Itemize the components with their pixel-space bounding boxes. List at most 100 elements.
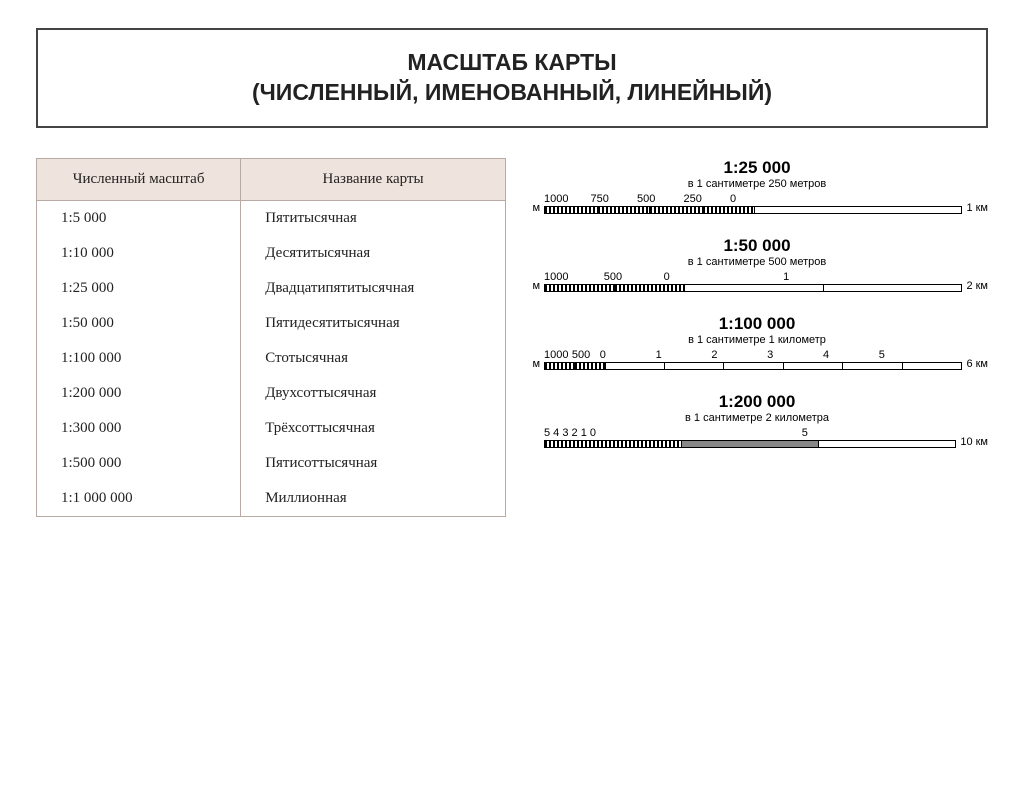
scale-subtitle: в 1 сантиметре 500 метров [526, 256, 988, 268]
unit-right: 6 км [966, 358, 988, 370]
tick-labels: 100050001 [544, 271, 962, 283]
header-col-1: Численный масштаб [37, 158, 241, 200]
scale-title: 1:100 000 [526, 314, 988, 334]
tick-label: 500 [604, 271, 664, 283]
tick-label: 2 [711, 349, 767, 361]
scale-title: 1:200 000 [526, 392, 988, 412]
tick-label: 5 [879, 349, 935, 361]
scale-block: 1:200 000в 1 сантиметре 2 километра 5 4 3… [526, 392, 988, 448]
title: МАСШТАБ КАРТЫ (ЧИСЛЕННЫЙ, ИМЕНОВАННЫЙ, Л… [48, 48, 976, 108]
scale-title: 1:50 000 [526, 236, 988, 256]
linear-scales: 1:25 000в 1 сантиметре 250 метровм100075… [526, 158, 988, 517]
cell-scale: 1:1 000 000 [37, 481, 241, 517]
scale-block: 1:25 000в 1 сантиметре 250 метровм100075… [526, 158, 988, 214]
scale-bar-wrap: м100075050025001 км [526, 193, 988, 214]
table-row: 1:500 000Пятисоттысячная [37, 446, 506, 481]
table-row: 1:200 000Двухсоттысячная [37, 376, 506, 411]
bar-segment [545, 363, 575, 369]
scale-bar-wrap: м1000500012 км [526, 271, 988, 292]
tick-label: 1000 [544, 193, 591, 205]
scale-block: 1:100 000в 1 сантиметре 1 километр м 1000 5… [526, 314, 988, 370]
content-area: Численный масштаб Название карты 1:5 000… [36, 158, 988, 517]
bar-segment [545, 207, 598, 213]
cell-name: Пятитысячная [241, 200, 506, 236]
title-line-2: (ЧИСЛЕННЫЙ, ИМЕНОВАННЫЙ, ЛИНЕЙНЫЙ) [252, 79, 772, 105]
bar-segment [843, 363, 902, 369]
cell-name: Миллионная [241, 481, 506, 517]
bar-segment [784, 363, 843, 369]
tick-label [903, 271, 963, 283]
slide: МАСШТАБ КАРТЫ (ЧИСЛЕННЫЙ, ИМЕНОВАННЫЙ, Л… [0, 28, 1024, 796]
cell-name: Трёхсоттысячная [241, 411, 506, 446]
tick-label: 1000 [544, 271, 604, 283]
bar-segment [755, 207, 961, 213]
bar-segment [606, 363, 665, 369]
tick-label: 250 [684, 193, 731, 205]
cell-name: Стотысячная [241, 341, 506, 376]
bar-segment [545, 441, 682, 447]
cell-scale: 1:500 000 [37, 446, 241, 481]
scale-title: 1:25 000 [526, 158, 988, 178]
cell-name: Двадцатипятитысячная [241, 271, 506, 306]
table-row: 1:50 000Пятидесятитысячная [37, 306, 506, 341]
scale-subtitle: в 1 сантиметре 2 километра [526, 412, 988, 424]
tick-labels: 10007505002500 [544, 193, 962, 205]
tick-labels: 1000500012345 [544, 349, 962, 361]
cell-name: Пятидесятитысячная [241, 306, 506, 341]
tick-label: 1000 [544, 349, 572, 361]
cell-scale: 1:100 000 [37, 341, 241, 376]
tick-label [935, 349, 963, 361]
tick-label: 5 [802, 427, 931, 439]
bar-segment [685, 285, 824, 291]
scale-table-wrap: Численный масштаб Название карты 1:5 000… [36, 158, 506, 517]
scale-subtitle: в 1 сантиметре 1 километр [526, 334, 988, 346]
cell-scale: 1:200 000 [37, 376, 241, 411]
cell-scale: 1:25 000 [37, 271, 241, 306]
scale-bar [544, 206, 962, 214]
tick-label [931, 427, 957, 439]
scale-subtitle: в 1 сантиметре 250 метров [526, 178, 988, 190]
cell-name: Десятитысячная [241, 236, 506, 271]
scale-block: 1:50 000в 1 сантиметре 500 метровм100050… [526, 236, 988, 292]
scale-bar [544, 440, 956, 448]
tick-label: 0 [664, 271, 784, 283]
scale-bar-wrap: 5 4 3 2 1 0510 км [526, 427, 988, 448]
bar-region: 1000500012345 [544, 349, 962, 370]
tick-label: 750 [591, 193, 638, 205]
table-body: 1:5 000Пятитысячная1:10 000Десятитысячна… [37, 200, 506, 516]
unit-right: 1 км [966, 202, 988, 214]
tick-label: 1 [656, 349, 712, 361]
cell-scale: 1:10 000 [37, 236, 241, 271]
bar-region: 5 4 3 2 1 0 5 [544, 427, 956, 448]
tick-label: 5 4 3 2 1 0 [544, 427, 673, 439]
table-row: 1:100 000Стотысячная [37, 341, 506, 376]
tick-label: 0 [600, 349, 656, 361]
cell-name: Пятисоттысячная [241, 446, 506, 481]
bar-segment [703, 207, 756, 213]
title-line-1: МАСШТАБ КАРТЫ [407, 49, 616, 75]
tick-label: 3 [767, 349, 823, 361]
tick-label: 0 [730, 193, 916, 205]
header-col-2: Название карты [241, 158, 506, 200]
tick-label [673, 427, 802, 439]
scale-bar-wrap: м10005000123456 км [526, 349, 988, 370]
bar-segment [545, 285, 615, 291]
bar-region: 10007505002500 [544, 193, 962, 214]
tick-label: 500 [637, 193, 684, 205]
table-row: 1:1 000 000Миллионная [37, 481, 506, 517]
table-header-row: Численный масштаб Название карты [37, 158, 506, 200]
table-row: 1:5 000Пятитысячная [37, 200, 506, 236]
tick-label [916, 193, 963, 205]
bar-segment [615, 285, 685, 291]
cell-scale: 1:50 000 [37, 306, 241, 341]
bar-segment [665, 363, 724, 369]
bar-region: 100050001 [544, 271, 962, 292]
tick-label: 4 [823, 349, 879, 361]
table-row: 1:25 000Двадцатипятитысячная [37, 271, 506, 306]
unit-right: 2 км [966, 280, 988, 292]
bar-segment [819, 441, 955, 447]
tick-label: 1 [783, 271, 903, 283]
tick-labels: 5 4 3 2 1 0 5 [544, 427, 956, 439]
bar-segment [682, 441, 819, 447]
unit-left: м [526, 358, 540, 370]
